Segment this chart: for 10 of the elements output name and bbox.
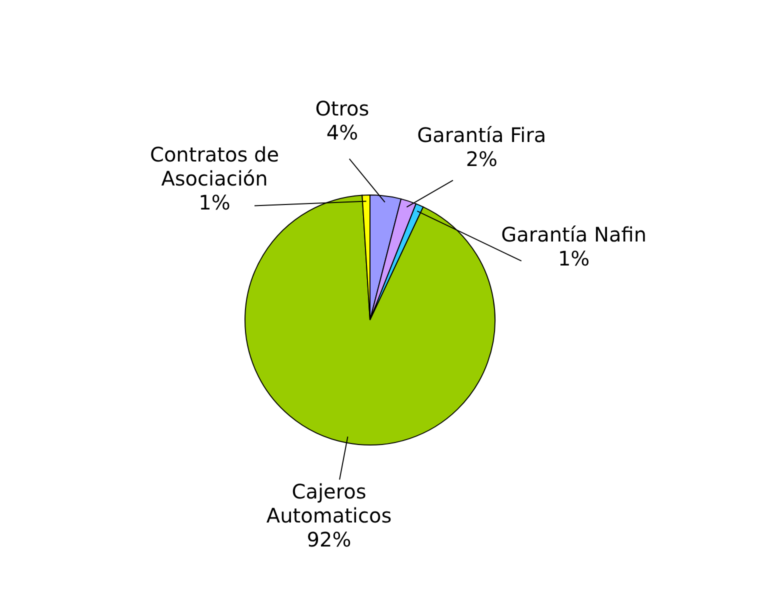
data-label: 1% xyxy=(558,246,590,270)
slice-label: Contratos de Asociación xyxy=(150,142,280,190)
data-label: 1% xyxy=(198,190,230,214)
slice-label: Otros xyxy=(315,96,370,121)
data-label: 4% xyxy=(326,120,358,145)
data-label: 2% xyxy=(466,147,498,172)
slice-label: Garantía Fira xyxy=(417,123,546,148)
slice-label: Garantía Nafin xyxy=(501,222,647,246)
slice-label: Cajeros Automaticos xyxy=(266,479,392,528)
data-label: 92% xyxy=(306,527,352,552)
